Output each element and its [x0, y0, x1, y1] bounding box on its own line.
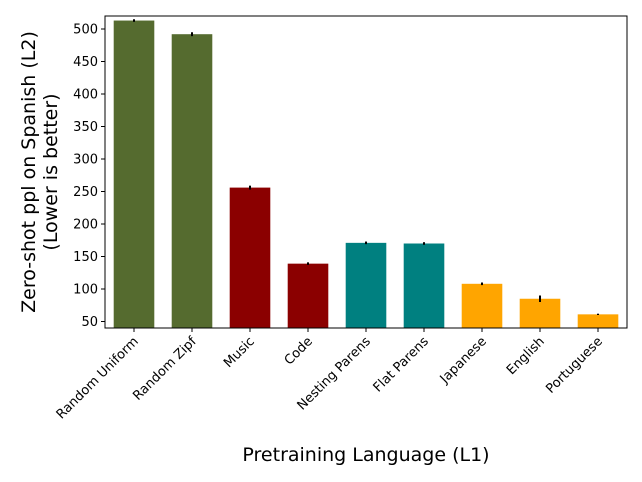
- y-tick-label: 250: [73, 185, 98, 200]
- y-tick-label: 300: [73, 153, 98, 168]
- bar: [519, 298, 561, 328]
- x-tick-label: Portuguese: [543, 334, 605, 396]
- bars-group: [113, 20, 619, 329]
- y-tick-label: 200: [73, 218, 98, 233]
- y-axis-title-line-1: Zero-shot ppl on Spanish (L2): [18, 31, 40, 313]
- y-axis-title-line-2: (Lower is better): [40, 93, 62, 250]
- bar: [287, 263, 329, 328]
- y-tick-label: 100: [73, 283, 98, 298]
- y-tick-label: 450: [73, 55, 98, 70]
- bar: [229, 187, 271, 328]
- x-tick-label: Code: [282, 334, 316, 368]
- y-tick-label: 500: [73, 23, 98, 38]
- x-tick-label: Flat Parens: [371, 334, 432, 395]
- x-tick-label: Japanese: [437, 334, 490, 387]
- x-tick-label: English: [504, 334, 548, 378]
- error-bars-group: [133, 19, 599, 315]
- bar: [403, 243, 445, 328]
- y-tick-label: 50: [81, 315, 98, 330]
- x-tick-label: Random Uniform: [54, 334, 142, 422]
- y-tick-label: 400: [73, 88, 98, 103]
- x-tick-label: Music: [221, 334, 258, 371]
- y-tick-label: 350: [73, 120, 98, 135]
- y-axis: 50 100 150 200 250 300 350 400 450 500: [73, 23, 105, 330]
- x-axis-title: Pretraining Language (L1): [242, 444, 489, 466]
- bar: [461, 283, 503, 328]
- bar: [345, 242, 387, 328]
- y-tick-label: 150: [73, 250, 98, 265]
- bar: [577, 314, 619, 328]
- bar: [113, 20, 155, 329]
- bar: [171, 34, 213, 328]
